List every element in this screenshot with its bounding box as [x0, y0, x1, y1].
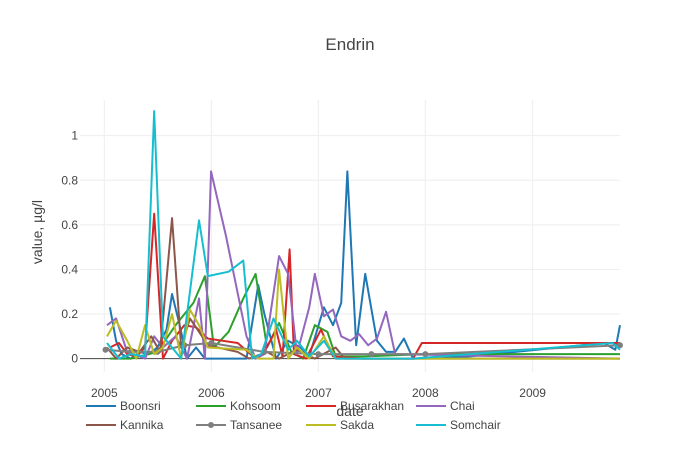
- data-point-tansanee: [102, 346, 109, 353]
- x-tick-label: 2009: [519, 386, 546, 400]
- chart-title: Endrin: [325, 35, 374, 54]
- legend-item-kohsoom[interactable]: Kohsoom: [196, 399, 281, 413]
- data-point-tansanee: [422, 351, 429, 358]
- x-tick-label: 2005: [91, 386, 118, 400]
- legend-item-tansanee[interactable]: Tansanee: [196, 418, 282, 432]
- series-line-somchair: [106, 110, 621, 360]
- legend-item-sakda[interactable]: Sakda: [306, 418, 374, 432]
- y-tick-label: 0.4: [61, 262, 78, 276]
- y-tick-label: 1: [71, 129, 78, 143]
- legend-item-boonsri[interactable]: Boonsri: [86, 399, 161, 413]
- legend[interactable]: Boonsri Kohsoom Busarakhan Chai Kannika Tansa…: [86, 399, 501, 432]
- x-tick-label: 2007: [305, 386, 332, 400]
- legend-label: Kohsoom: [230, 399, 281, 413]
- data-point-tansanee: [315, 351, 322, 358]
- data-point-tansanee: [208, 340, 215, 347]
- y-tick-label: 0: [71, 352, 78, 366]
- legend-label: Kannika: [120, 418, 164, 432]
- legend-label: Busarakhan: [340, 399, 404, 413]
- legend-item-busarakhan[interactable]: Busarakhan: [306, 399, 404, 413]
- y-tick-label: 0.2: [61, 307, 78, 321]
- series-lines: [102, 110, 623, 360]
- series-line-sakda: [106, 268, 620, 360]
- legend-item-chai[interactable]: Chai: [416, 399, 475, 413]
- legend-label: Boonsri: [120, 399, 161, 413]
- series-line-tansanee: [105, 342, 621, 356]
- x-tick-label: 2006: [198, 386, 225, 400]
- y-tick-label: 0.8: [61, 173, 78, 187]
- legend-label: Tansanee: [230, 418, 282, 432]
- x-axis-title: date: [336, 403, 363, 419]
- legend-marker: [208, 422, 214, 428]
- legend-label: Chai: [450, 399, 475, 413]
- x-tick-label: 2008: [412, 386, 439, 400]
- legend-label: Sakda: [340, 418, 374, 432]
- data-point-tansanee: [617, 342, 623, 349]
- axes: 0 0.2 0.4 0.6 0.8 1 2005 2006 2007 2008 2009: [61, 129, 546, 400]
- legend-item-kannika[interactable]: Kannika: [86, 418, 164, 432]
- legend-item-somchair[interactable]: Somchair: [416, 418, 501, 432]
- y-axis-title: value, µg/l: [29, 200, 45, 264]
- legend-label: Somchair: [450, 418, 501, 432]
- data-point-tansanee: [368, 351, 375, 358]
- y-tick-label: 0.6: [61, 218, 78, 232]
